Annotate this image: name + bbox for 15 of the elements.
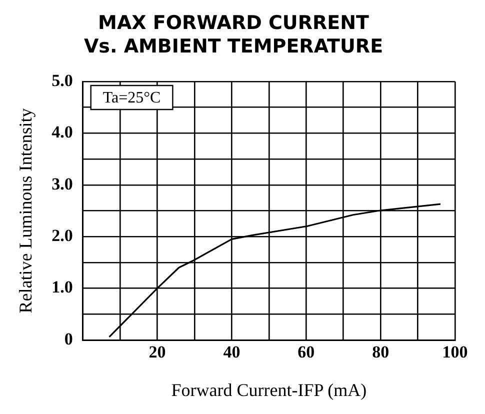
y-tick-label: 0	[64, 329, 73, 348]
y-tick-label: 4.0	[52, 122, 73, 142]
y-tick-label: 5.0	[52, 70, 73, 90]
y-axis-title: Relative Luminous Intensity	[16, 108, 36, 314]
x-tick-label: 40	[223, 342, 240, 362]
x-tick-label: 80	[372, 342, 390, 362]
x-tick-label: 20	[148, 342, 166, 362]
x-tick-label: 100	[442, 342, 468, 362]
y-tick-label: 1.0	[52, 278, 73, 297]
y-tick-label: 3.0	[52, 174, 73, 194]
x-axis-title: Forward Current-IFP (mA)	[171, 380, 367, 400]
y-tick-label: 2.0	[52, 226, 73, 245]
x-tick-label: 60	[298, 342, 315, 362]
annotation: Ta=25°C	[102, 90, 161, 107]
chart-title: MAX FORWARD CURRENT Vs. AMBIENT TEMPERATURE	[84, 12, 384, 58]
